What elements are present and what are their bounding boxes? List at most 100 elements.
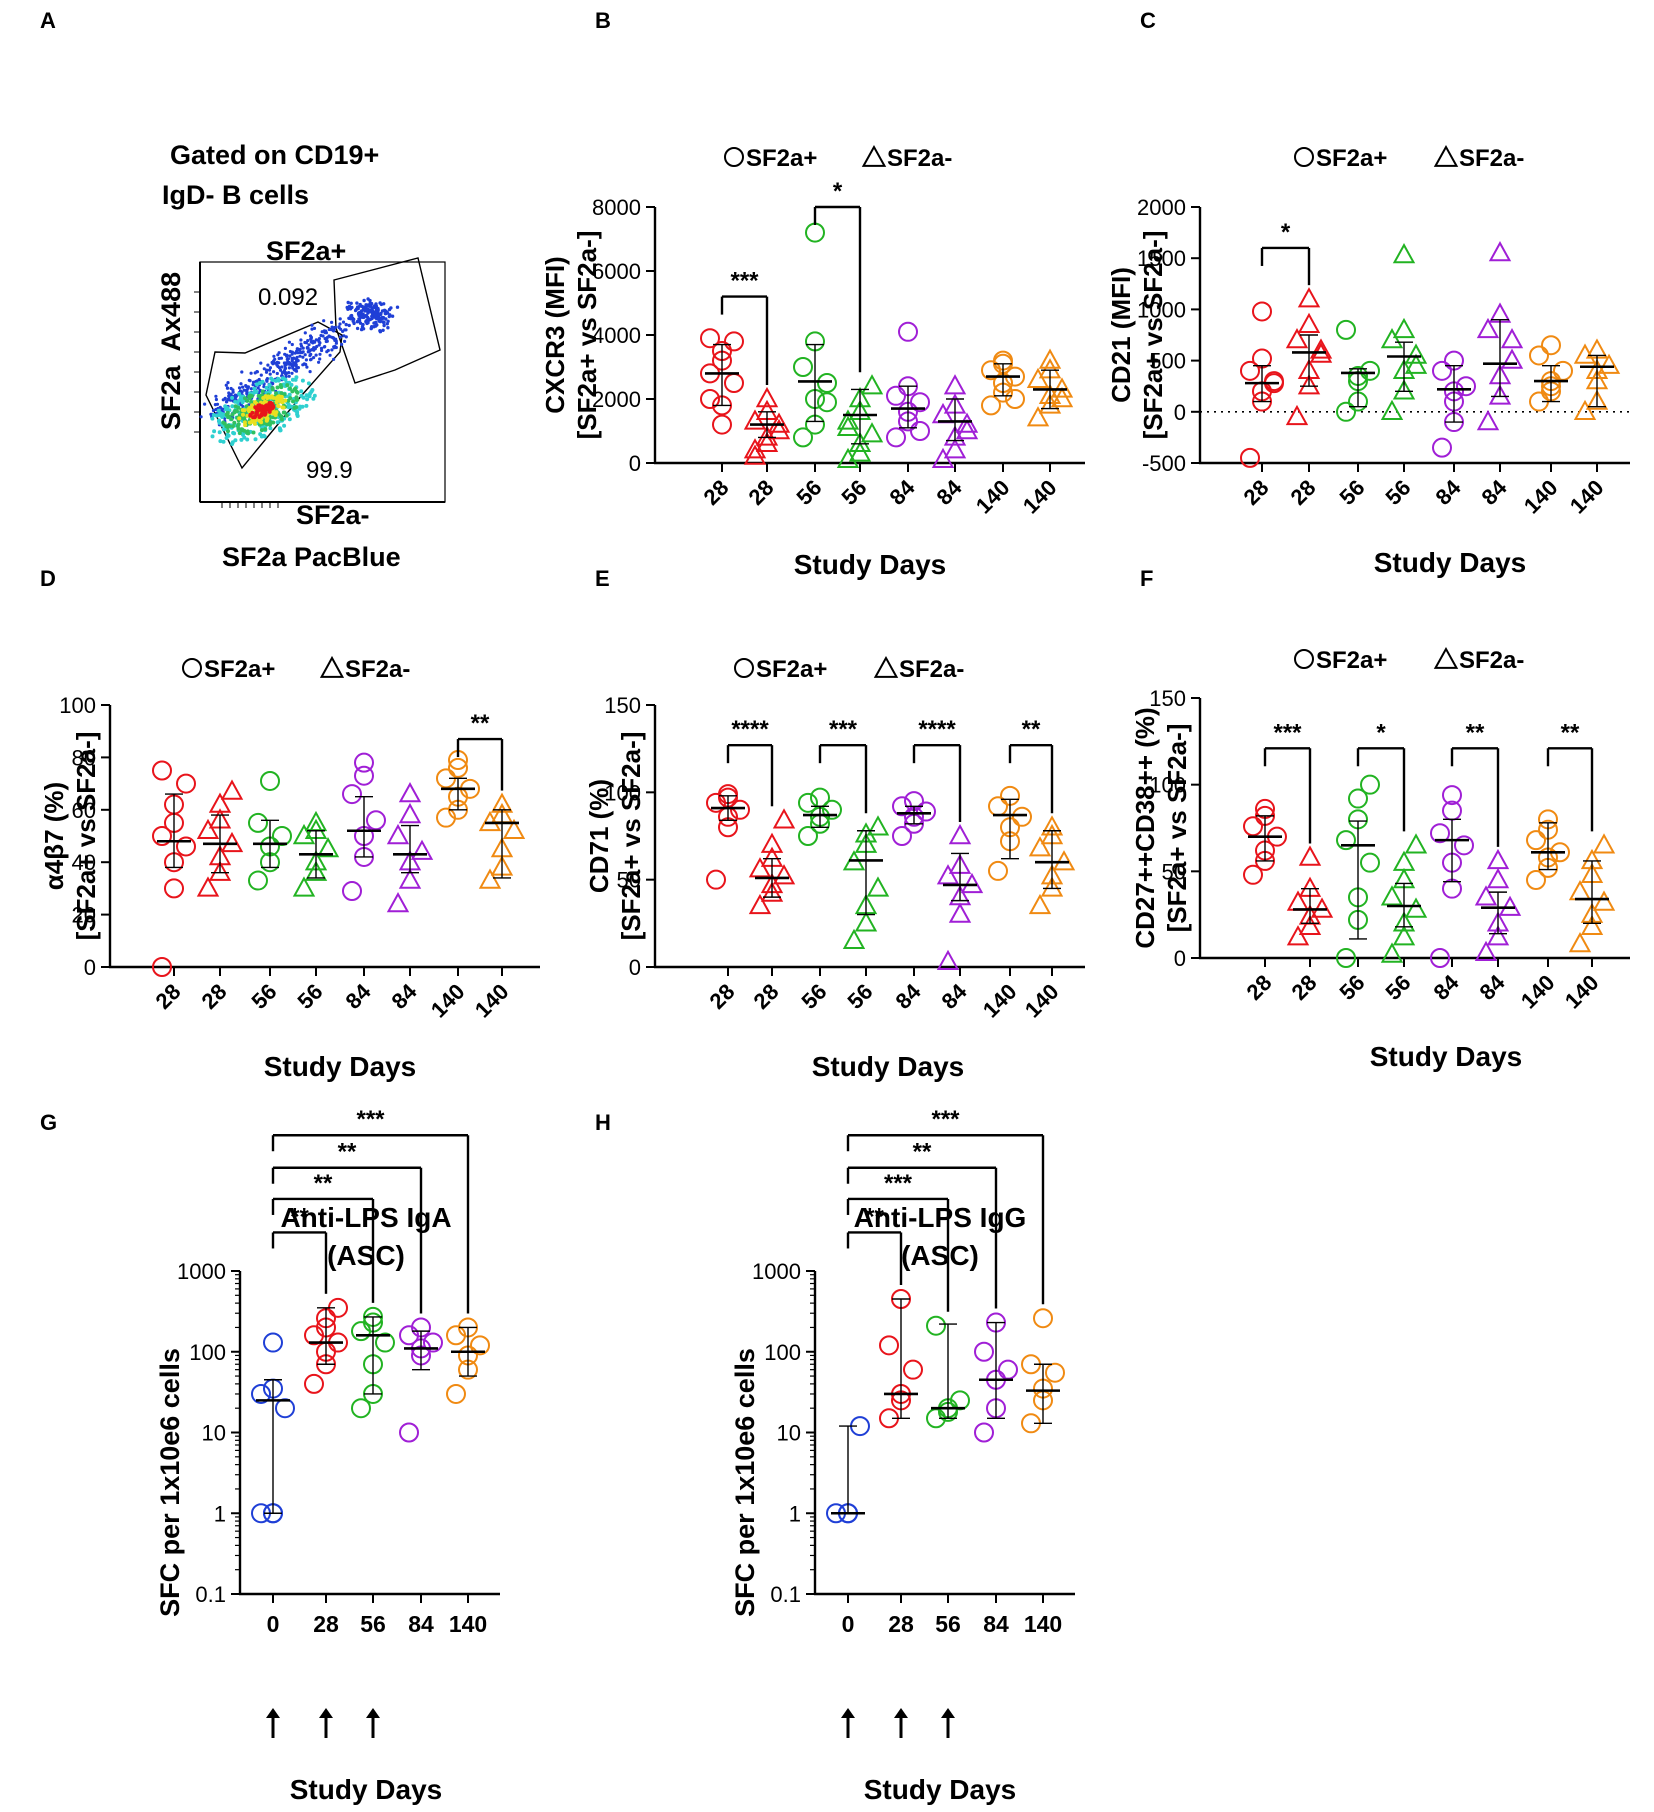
flow-density-dot xyxy=(286,405,291,410)
flow-density-dot xyxy=(290,377,295,382)
flow-event-dot xyxy=(225,386,230,390)
data-point-triangle xyxy=(1052,850,1076,871)
y-axis-label-line1: CD27++CD38++ (%) xyxy=(1130,707,1160,948)
flow-density-dot xyxy=(263,404,268,409)
data-point-circle xyxy=(910,392,930,413)
panel-letter-c: C xyxy=(1140,8,1156,33)
x-tick-label: 56 xyxy=(935,1611,961,1637)
y-axis-label-line1: α4β7 (%) xyxy=(39,782,69,890)
legend-triangle-icon xyxy=(873,655,899,678)
flow-event-dot xyxy=(239,382,243,386)
flow-density-dot xyxy=(257,415,262,419)
flow-density-dot xyxy=(257,418,262,423)
flow-density-dot xyxy=(269,376,274,381)
data-point-circle xyxy=(1360,360,1380,381)
y-tick-label: 10 xyxy=(777,1421,801,1446)
flow-density-dot xyxy=(309,389,314,394)
x-tick-label: 56 xyxy=(797,979,832,1014)
significance-label: * xyxy=(833,178,843,205)
y-tick-label: 100 xyxy=(764,1340,801,1365)
flow-density-dot xyxy=(266,394,271,399)
flow-event-dot xyxy=(298,354,302,358)
flow-event-dot xyxy=(312,356,316,360)
flow-density-dot xyxy=(221,427,226,432)
flow-event-dot xyxy=(341,320,346,324)
data-point-circle xyxy=(1348,788,1368,809)
data-point-triangle xyxy=(1568,880,1592,901)
data-point-triangle xyxy=(772,808,796,829)
flow-event-dot xyxy=(279,368,283,372)
flow-density-dot xyxy=(307,394,312,399)
data-point-circle xyxy=(903,1359,923,1380)
data-point-triangle xyxy=(1500,348,1524,369)
data-point-circle xyxy=(272,826,292,846)
data-point-triangle xyxy=(410,839,434,860)
significance-label: *** xyxy=(884,1170,913,1197)
y-tick-label: 0.1 xyxy=(195,1582,226,1607)
panel-letter-h: H xyxy=(595,1110,611,1135)
flow-density-dot xyxy=(240,427,245,432)
flow-event-dot xyxy=(237,386,242,390)
x-tick-label: 56 xyxy=(792,475,827,510)
flow-event-dot xyxy=(259,373,263,377)
flow-event-dot xyxy=(290,352,294,356)
flow-density-dot xyxy=(236,426,241,431)
flow-density-dot xyxy=(260,434,265,438)
data-point-circle xyxy=(152,957,172,977)
flow-density-dot xyxy=(312,393,317,398)
data-point-triangle xyxy=(502,818,526,839)
flow-event-dot xyxy=(211,408,216,413)
flow-event-dot xyxy=(378,329,382,333)
data-point-triangle xyxy=(1474,885,1498,906)
y-axis-label-line2: [SF2a+ vs SF2a-] xyxy=(71,732,101,941)
flow-event-dot xyxy=(382,302,386,306)
y-tick-label: 0 xyxy=(629,955,641,980)
x-tick-label: 84 xyxy=(885,474,921,510)
flow-density-dot xyxy=(311,396,316,401)
flow-event-dot xyxy=(330,348,334,352)
data-point-circle xyxy=(351,1398,371,1419)
flow-density-dot xyxy=(275,385,280,390)
x-axis-label: Study Days xyxy=(864,1774,1017,1805)
flow-density-dot xyxy=(259,412,264,417)
panel-letter-g: G xyxy=(40,1110,57,1135)
flow-density-dot xyxy=(292,406,297,410)
flow-event-dot xyxy=(369,326,373,331)
data-point-circle xyxy=(798,792,818,813)
data-point-triangle xyxy=(866,876,890,897)
flow-density-dot xyxy=(239,394,244,399)
flow-event-dot xyxy=(390,314,395,318)
flow-density-dot xyxy=(237,431,242,436)
flow-event-dot xyxy=(272,370,276,374)
legend-circle-icon xyxy=(1294,147,1314,167)
flow-density-dot xyxy=(236,422,241,427)
y-axis-label-line1: CXCR3 (MFI) xyxy=(540,256,570,413)
significance-label: **** xyxy=(918,716,956,743)
flow-density-dot xyxy=(245,429,250,434)
vaccination-arrow-icon xyxy=(841,1708,855,1718)
flow-event-dot xyxy=(325,339,329,343)
flow-event-dot xyxy=(285,357,289,361)
data-point-circle xyxy=(712,414,732,435)
data-point-triangle xyxy=(1476,317,1500,339)
y-tick-label: 0 xyxy=(1174,946,1186,971)
flow-event-dot xyxy=(277,351,281,355)
y-tick-label: 1000 xyxy=(177,1259,226,1284)
flow-event-dot xyxy=(314,338,318,342)
flow-event-dot xyxy=(320,348,324,353)
data-point-triangle xyxy=(1597,353,1621,374)
flow-event-dot xyxy=(364,308,369,312)
data-point-circle xyxy=(1360,852,1380,873)
flow-event-dot xyxy=(249,371,253,375)
flow-density-dot xyxy=(224,436,229,440)
flow-density-dot xyxy=(268,426,273,431)
flow-density-dot xyxy=(267,409,272,414)
significance-label: *** xyxy=(1273,719,1302,746)
data-point-circle xyxy=(805,222,825,243)
chart-legend: SF2a+ SF2a- xyxy=(734,655,964,683)
flow-event-dot xyxy=(209,412,213,416)
flow-density-dot xyxy=(268,400,273,405)
y-tick-label: 50 xyxy=(1162,859,1186,884)
data-point-circle xyxy=(1336,948,1356,968)
data-point-circle xyxy=(446,1383,466,1404)
